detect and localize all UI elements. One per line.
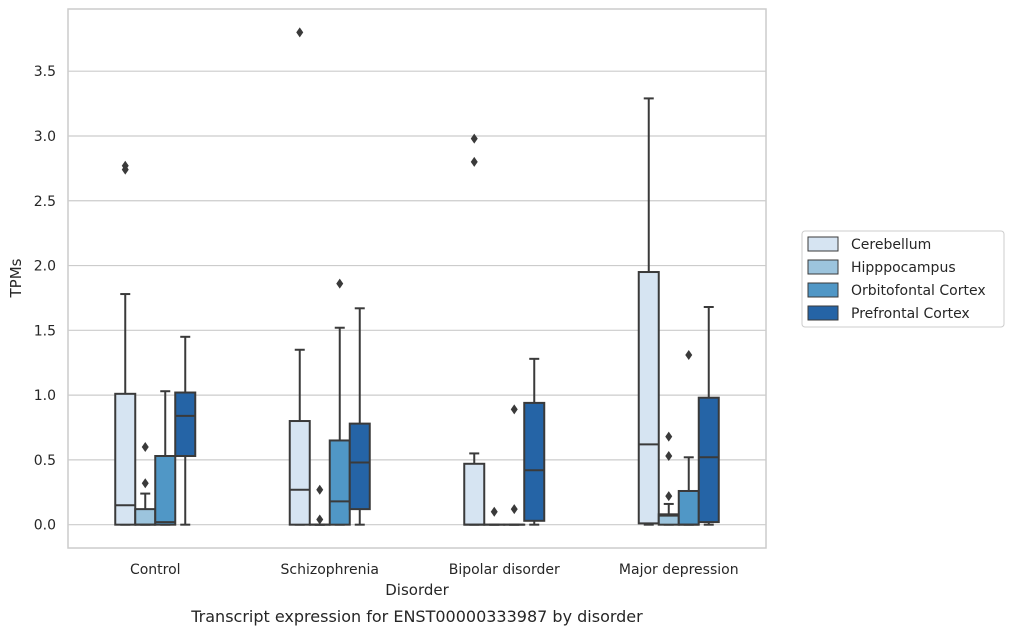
box-plot bbox=[328, 278, 351, 526]
box-plot bbox=[114, 160, 137, 526]
legend-swatch bbox=[807, 236, 839, 252]
box-plot bbox=[523, 357, 546, 526]
x-tick-label: Schizophrenia bbox=[281, 562, 379, 578]
box-plot bbox=[288, 27, 311, 526]
legend-label: Orbitofontal Cortex bbox=[851, 283, 986, 299]
box-plot bbox=[463, 133, 486, 526]
y-tick-label: 2.5 bbox=[34, 194, 56, 210]
x-tick-labels: Control Schizophrenia Bipolar disorder Majo… bbox=[130, 562, 739, 578]
y-tick-label: 2.0 bbox=[34, 259, 56, 275]
y-tick-label: 1.0 bbox=[34, 388, 56, 404]
box-plot bbox=[308, 484, 331, 526]
legend-swatch bbox=[807, 282, 839, 298]
y-axis-label: TPMs bbox=[7, 258, 25, 298]
box-plot bbox=[134, 441, 157, 526]
y-tick-labels: 0.0 0.5 1.0 1.5 2.0 2.5 3.0 3.5 bbox=[34, 64, 56, 533]
box-plot bbox=[483, 506, 506, 526]
outlier-point bbox=[510, 504, 518, 515]
box bbox=[637, 271, 660, 525]
outlier-point bbox=[665, 431, 673, 442]
box bbox=[328, 439, 351, 526]
box-plot bbox=[174, 335, 197, 526]
legend: Cerebellum Hipppocampus Orbitofontal Corte… bbox=[801, 230, 1005, 328]
box bbox=[114, 392, 137, 526]
outlier-point bbox=[336, 278, 344, 289]
legend-label: Prefrontal Cortex bbox=[851, 306, 970, 322]
box-plot bbox=[697, 306, 720, 526]
outlier-point bbox=[296, 27, 304, 38]
outlier-point bbox=[510, 404, 518, 415]
box bbox=[348, 422, 371, 511]
x-tick-label: Control bbox=[130, 562, 181, 578]
outlier-point bbox=[316, 514, 324, 525]
legend-swatch bbox=[807, 305, 839, 321]
y-tick-label: 1.5 bbox=[34, 323, 56, 339]
box-plot bbox=[657, 431, 680, 526]
box bbox=[677, 489, 700, 526]
outlier-point bbox=[121, 160, 129, 171]
legend-frame bbox=[801, 230, 1005, 328]
plot-frame bbox=[67, 8, 767, 549]
legend-swatch bbox=[807, 259, 839, 275]
box bbox=[134, 508, 157, 526]
x-tick-label: Major depression bbox=[619, 562, 739, 578]
y-tick-label: 0.0 bbox=[34, 518, 56, 534]
outlier-point bbox=[490, 506, 498, 517]
y-tick-label: 3.5 bbox=[34, 64, 56, 80]
outlier-point bbox=[316, 484, 324, 495]
x-tick-label: Bipolar disorder bbox=[449, 562, 560, 578]
outlier-point bbox=[141, 478, 149, 489]
y-tick-label: 0.5 bbox=[34, 453, 56, 469]
box bbox=[523, 401, 546, 522]
chart-caption: Transcript expression for ENST0000033398… bbox=[190, 607, 643, 626]
box-plot bbox=[348, 307, 371, 526]
outlier-point bbox=[665, 491, 673, 502]
box bbox=[288, 420, 311, 526]
outlier-point bbox=[665, 451, 673, 462]
box-plots bbox=[114, 27, 720, 526]
box-plot bbox=[637, 97, 660, 526]
legend-label: Hipppocampus bbox=[851, 260, 956, 276]
y-tick-label: 3.0 bbox=[34, 129, 56, 145]
box-plot bbox=[154, 390, 177, 526]
box bbox=[174, 391, 197, 458]
outlier-point bbox=[470, 156, 478, 167]
box-plot bbox=[503, 404, 526, 526]
legend-label: Cerebellum bbox=[851, 237, 931, 253]
box bbox=[463, 462, 486, 526]
box bbox=[154, 455, 177, 526]
x-axis-label: Disorder bbox=[385, 581, 449, 599]
box bbox=[697, 396, 720, 524]
outlier-point bbox=[685, 349, 693, 360]
outlier-point bbox=[470, 133, 478, 144]
box-plot bbox=[677, 349, 700, 526]
outlier-point bbox=[141, 441, 149, 452]
